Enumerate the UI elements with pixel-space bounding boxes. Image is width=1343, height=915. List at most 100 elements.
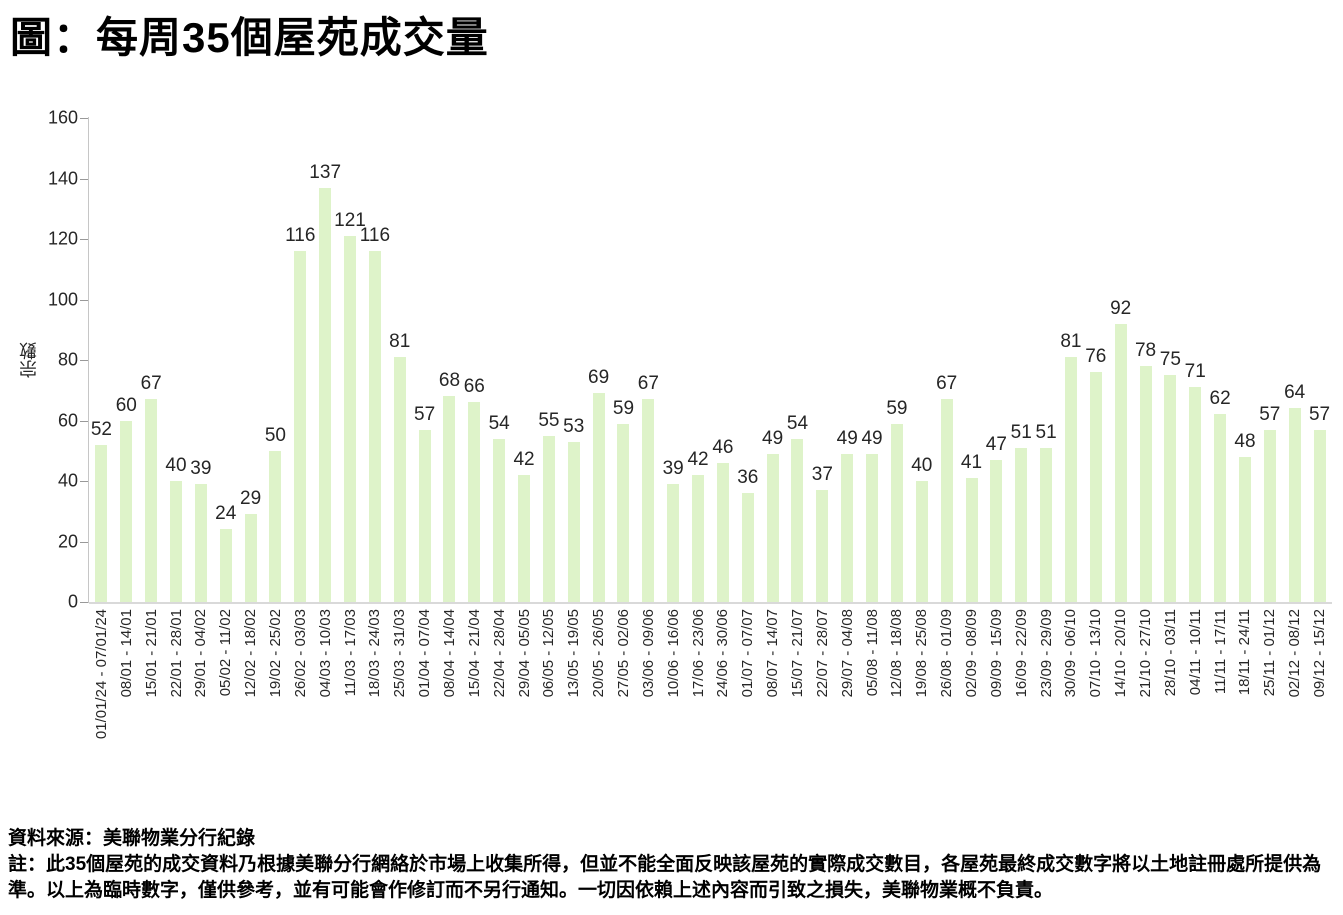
x-label-slot: 17/06 - 23/06 [686, 609, 711, 795]
bar-value-label: 39 [190, 458, 212, 480]
x-label-slot: 09/12 - 15/12 [1307, 609, 1332, 795]
bar [1214, 414, 1227, 602]
bar-slot: 67 [934, 118, 959, 602]
bar-slot: 116 [359, 118, 391, 602]
x-tick-label: 08/07 - 14/07 [764, 609, 782, 698]
x-tick-label: 23/09 - 29/09 [1037, 609, 1055, 698]
bar-value-label: 59 [612, 397, 635, 419]
bar [1164, 375, 1177, 602]
bar-value-label: 92 [1110, 297, 1132, 319]
bar-slot: 39 [661, 118, 686, 602]
bar [418, 429, 431, 602]
bar-slot: 68 [437, 118, 462, 602]
bar-slot: 59 [885, 118, 910, 602]
x-tick-label: 01/01/24 - 07/01/24 [92, 609, 110, 740]
bar-value-label: 49 [836, 427, 858, 449]
y-tick-label: 160 [47, 107, 78, 128]
bar [617, 423, 630, 602]
x-label-slot: 18/11 - 24/11 [1233, 609, 1258, 795]
bar-value-label: 57 [1259, 403, 1281, 425]
bar-value-label: 66 [463, 376, 485, 398]
bar [1288, 408, 1301, 602]
bar-value-label: 59 [886, 397, 908, 419]
bar [393, 356, 406, 602]
bar [219, 529, 232, 602]
x-tick-label: 26/08 - 01/09 [938, 609, 956, 698]
x-tick-label: 09/09 - 15/09 [987, 609, 1005, 698]
bar-slot: 51 [1009, 118, 1034, 602]
x-tick-label: 09/12 - 15/12 [1311, 609, 1329, 698]
x-label-slot: 16/09 - 22/09 [1009, 609, 1034, 795]
bar [716, 462, 729, 602]
bar [816, 490, 829, 602]
bar-value-label: 48 [1234, 430, 1256, 452]
bar-slot: 48 [1233, 118, 1258, 602]
x-label-slot: 09/09 - 15/09 [984, 609, 1009, 795]
bar [170, 481, 182, 602]
bar [244, 514, 257, 602]
x-label-slot: 01/01/24 - 07/01/24 [89, 609, 114, 795]
x-label-slot: 10/06 - 16/06 [661, 609, 686, 795]
x-tick-label: 25/03 - 31/03 [391, 609, 409, 698]
bar-value-label: 50 [264, 424, 287, 446]
bar [841, 453, 854, 602]
x-tick-label: 18/03 - 24/03 [366, 609, 384, 698]
bar [1313, 429, 1326, 602]
x-label-slot: 25/11 - 01/12 [1257, 609, 1282, 795]
bar-value-label: 47 [985, 433, 1007, 455]
bar-slot: 81 [1059, 118, 1084, 602]
x-tick-label: 28/10 - 03/11 [1161, 609, 1179, 697]
x-label-slot: 19/02 - 25/02 [263, 609, 288, 795]
bar-value-label: 39 [662, 458, 684, 480]
x-label-slot: 01/07 - 07/07 [735, 609, 760, 795]
bar [269, 450, 282, 602]
x-tick-label: 15/07 - 21/07 [788, 609, 806, 698]
x-label-slot: 18/03 - 24/03 [362, 609, 387, 795]
bar-value-label: 40 [911, 455, 933, 476]
x-tick-label: 29/01 - 04/02 [192, 609, 210, 698]
bar-slot: 57 [412, 118, 437, 602]
x-label-slot: 03/06 - 09/06 [636, 609, 661, 795]
bar [368, 251, 381, 602]
x-label-slot: 15/04 - 21/04 [462, 609, 487, 795]
bar-slot: 52 [89, 118, 114, 602]
bar-slot: 40 [909, 118, 934, 602]
bar [567, 441, 580, 602]
bar-value-label: 116 [359, 225, 391, 247]
bar-slot: 54 [785, 118, 810, 602]
bar-value-label: 54 [786, 412, 809, 434]
bar-slot: 59 [611, 118, 636, 602]
bar-slot: 49 [860, 118, 885, 602]
x-tick-label: 05/02 - 11/02 [217, 609, 235, 697]
bar [1064, 356, 1077, 602]
bar-slot: 66 [462, 118, 487, 602]
bar-slot: 29 [238, 118, 263, 602]
x-label-slot: 08/04 - 14/04 [437, 609, 462, 795]
x-label-slot: 04/11 - 10/11 [1183, 609, 1208, 795]
x-label-slot: 02/09 - 08/09 [959, 609, 984, 795]
x-label-slot: 22/01 - 28/01 [164, 609, 189, 795]
x-label-slot: 15/01 - 21/01 [139, 609, 164, 795]
x-tick-label: 11/03 - 17/03 [341, 609, 359, 697]
bar-slot: 49 [835, 118, 860, 602]
bar-slot: 116 [285, 118, 315, 602]
y-tick-mark [80, 299, 88, 301]
bar-value-label: 29 [240, 488, 262, 510]
bar-slot: 51 [1034, 118, 1059, 602]
x-label-slot: 07/10 - 13/10 [1083, 609, 1108, 795]
x-tick-label: 11/11 - 17/11 [1211, 609, 1229, 695]
bar [468, 402, 481, 602]
bar-value-label: 68 [438, 370, 461, 392]
x-tick-label: 25/11 - 01/12 [1261, 609, 1279, 697]
x-tick-label: 18/11 - 24/11 [1236, 609, 1254, 696]
bar [642, 399, 655, 602]
y-tick-label: 80 [57, 349, 78, 370]
x-tick-label: 14/10 - 20/10 [1112, 609, 1130, 698]
y-tick-mark [80, 178, 88, 180]
x-label-slot: 12/02 - 18/02 [238, 609, 263, 795]
x-label-slot: 30/09 - 06/10 [1059, 609, 1084, 795]
x-label-slot: 29/07 - 04/08 [835, 609, 860, 795]
x-label-slot: 04/03 - 10/03 [313, 609, 338, 795]
y-tick-mark [80, 360, 88, 361]
bar-value-label: 40 [165, 455, 187, 476]
